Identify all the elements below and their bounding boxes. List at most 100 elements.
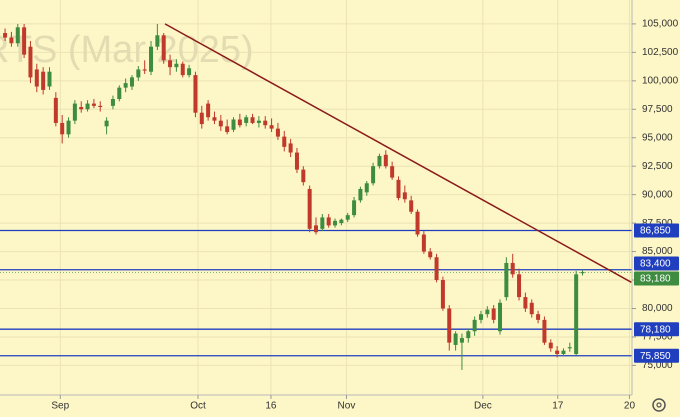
y-tick-label: 77,500: [642, 332, 673, 343]
x-tick-label: 16: [265, 401, 277, 412]
candle-body: [149, 46, 154, 72]
candle-body: [517, 274, 522, 298]
candle-body: [91, 103, 96, 106]
y-tick-label: 75,000: [642, 360, 673, 371]
price-label: 75,850: [640, 351, 671, 362]
candle-body: [34, 69, 39, 87]
candle-body: [383, 154, 388, 167]
candle-body: [9, 37, 14, 44]
settings-gear[interactable]: [652, 398, 666, 412]
candle-body: [314, 225, 318, 233]
candle-body: [206, 103, 211, 118]
candle-body: [440, 280, 445, 309]
candle-body: [491, 308, 496, 320]
x-tick-label: Oct: [190, 401, 206, 412]
candle-body: [288, 143, 293, 153]
candle-body: [15, 27, 20, 44]
x-tick-label: 17: [552, 401, 564, 412]
candle-body: [409, 200, 414, 212]
candle-body: [282, 136, 287, 147]
candle-body: [485, 309, 490, 315]
candle-body: [567, 347, 572, 349]
settings-gear-center[interactable]: [656, 402, 662, 408]
candle-body: [269, 125, 274, 129]
candle-body: [377, 155, 382, 167]
candle-body: [301, 169, 306, 183]
candle-body: [66, 120, 71, 135]
candle-body: [79, 107, 84, 110]
candle-body: [396, 179, 401, 199]
candle-body: [117, 87, 122, 100]
candle-body: [212, 117, 217, 121]
candle-body: [250, 117, 255, 123]
candle-body: [199, 112, 204, 125]
candle-body: [180, 63, 185, 76]
y-tick-label: 85,000: [642, 246, 673, 257]
candle-body: [352, 200, 357, 216]
y-tick-label: 100,000: [642, 75, 679, 86]
candle-body: [123, 83, 128, 88]
candle-body: [41, 71, 46, 90]
price-label-box: [634, 348, 679, 363]
candle-body: [555, 350, 560, 355]
candle-body: [307, 188, 312, 229]
candle-body: [358, 188, 363, 201]
candle-body: [98, 105, 103, 108]
candle-body: [421, 234, 426, 252]
candle-body: [60, 122, 65, 135]
candle-body: [256, 120, 261, 123]
y-tick-label: 80,000: [642, 303, 673, 314]
plot: [0, 23, 632, 370]
candle-body: [523, 297, 528, 309]
candle-body: [434, 257, 439, 281]
candle-body: [193, 75, 198, 113]
candle-body: [72, 103, 77, 121]
candle-body: [326, 217, 331, 226]
candle-body: [22, 27, 27, 55]
y-tick-label: 92,500: [642, 161, 673, 172]
y-tick-label: 97,500: [642, 104, 673, 115]
price-label: 83,400: [640, 259, 671, 270]
candle-body: [244, 117, 249, 123]
price-label: 78,180: [640, 324, 671, 335]
price-label-box: [634, 256, 679, 271]
candle-body: [339, 219, 344, 224]
candle-body: [237, 119, 242, 126]
candle-body: [415, 211, 420, 235]
candle-body: [53, 97, 58, 123]
candle-body: [561, 350, 566, 355]
candle-body: [110, 99, 115, 106]
price-label-box: [634, 271, 679, 286]
candle-body: [275, 128, 280, 137]
candle-body: [28, 46, 33, 78]
x-tick-label: Nov: [338, 401, 356, 412]
candle-body: [504, 262, 509, 298]
candle-body: [155, 35, 160, 47]
candle-body: [459, 338, 464, 343]
candle-body: [47, 71, 52, 87]
candle-body: [466, 331, 471, 339]
candle-body: [574, 274, 579, 355]
candle-body: [402, 192, 407, 200]
candle-body: [294, 152, 299, 170]
settings-icon[interactable]: [652, 398, 666, 412]
candle-body: [320, 217, 325, 229]
candle-body: [542, 319, 547, 343]
candle-body: [136, 69, 141, 78]
trend-line: [164, 23, 632, 283]
candle-body: [453, 333, 458, 345]
candle-body: [548, 342, 553, 349]
candle-body: [478, 314, 483, 320]
watermark: RTS (Mar 2025): [0, 29, 254, 71]
y-tick-label: 87,500: [642, 218, 673, 229]
candle-body: [428, 251, 433, 258]
candle-body: [142, 69, 147, 71]
candle-body: [161, 35, 166, 61]
candle-body: [85, 103, 90, 110]
y-tick-label: 102,500: [642, 47, 679, 58]
y-tick-label: 95,000: [642, 132, 673, 143]
price-label-box: [634, 322, 679, 337]
